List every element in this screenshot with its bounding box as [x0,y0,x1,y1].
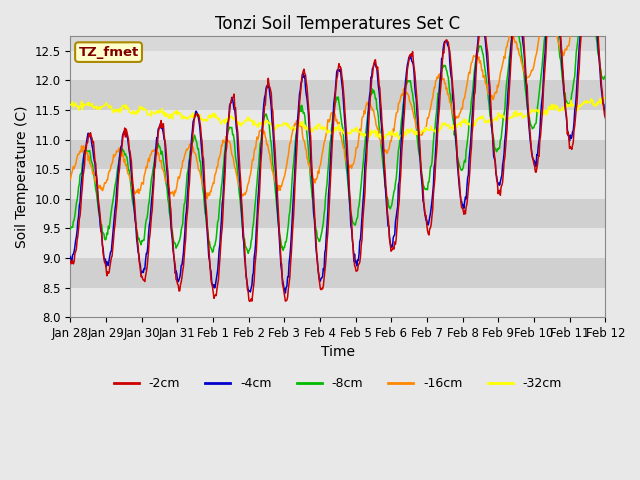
Text: TZ_fmet: TZ_fmet [79,46,139,59]
Title: Tonzi Soil Temperatures Set C: Tonzi Soil Temperatures Set C [215,15,460,33]
Bar [70,110,605,140]
Legend: -2cm, -4cm, -8cm, -16cm, -32cm: -2cm, -4cm, -8cm, -16cm, -32cm [109,372,567,396]
Bar [70,288,605,317]
Bar [70,140,605,169]
X-axis label: Time: Time [321,346,355,360]
Bar [70,169,605,199]
Bar [70,80,605,110]
Y-axis label: Soil Temperature (C): Soil Temperature (C) [15,105,29,248]
Bar [70,199,605,228]
Bar [70,51,605,80]
Bar [70,228,605,258]
Bar [70,258,605,288]
